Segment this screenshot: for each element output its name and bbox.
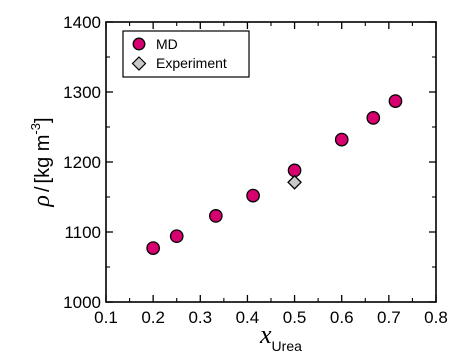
legend-md-label: MD [156, 36, 178, 52]
x-tick-label: 0.2 [141, 308, 165, 327]
x-tick-label: 0.3 [188, 308, 212, 327]
x-axis-symbol: x [259, 320, 272, 349]
legend-experiment-label: Experiment [156, 55, 227, 71]
x-tick-label: 0.1 [94, 308, 118, 327]
legend-experiment-marker [131, 56, 147, 71]
md-data-point [366, 111, 381, 125]
x-tick-label: 0.4 [236, 308, 260, 327]
y-tick-label: 1100 [64, 223, 101, 242]
x-axis-subscript: Urea [272, 338, 303, 354]
md-data-point [246, 188, 260, 203]
legend: MD Experiment [122, 30, 250, 78]
y-axis-exponent: -3 [28, 123, 43, 135]
md-data-point [388, 94, 403, 108]
md-data-point [334, 132, 349, 147]
experiment-data-point [287, 174, 302, 190]
axis-ticks [105, 21, 437, 303]
y-axis-symbol: ρ [29, 195, 55, 208]
x-tick-label: 0.8 [424, 308, 448, 327]
legend-md-marker [132, 37, 146, 51]
y-tick-label: 1200 [63, 153, 101, 172]
y-tick-label: 1300 [63, 83, 101, 102]
y-axis-title: ρ / [kg m-3] [28, 117, 55, 207]
y-tick-label: 1400 [63, 13, 101, 32]
data-markers [146, 94, 403, 255]
y-axis-close: ] [32, 117, 54, 123]
x-tick-label: 0.7 [377, 308, 401, 327]
y-axis-slash: / [32, 186, 54, 192]
x-tick-label: 0.6 [330, 308, 354, 327]
x-axis-title: xUrea [259, 320, 302, 354]
md-data-point [146, 241, 160, 255]
x-tick-label: 0.5 [283, 308, 307, 327]
md-data-point [287, 163, 302, 178]
y-tick-label: 1000 [63, 293, 101, 312]
legend-box [122, 30, 250, 78]
md-data-point [208, 209, 223, 223]
y-axis-unit: [kg m [32, 135, 54, 184]
md-data-point [169, 229, 184, 244]
tick-labels: 0.1 0.2 0.3 0.4 0.5 0.6 0.7 0.8 1000 1100 1200 1300… [63, 13, 448, 327]
